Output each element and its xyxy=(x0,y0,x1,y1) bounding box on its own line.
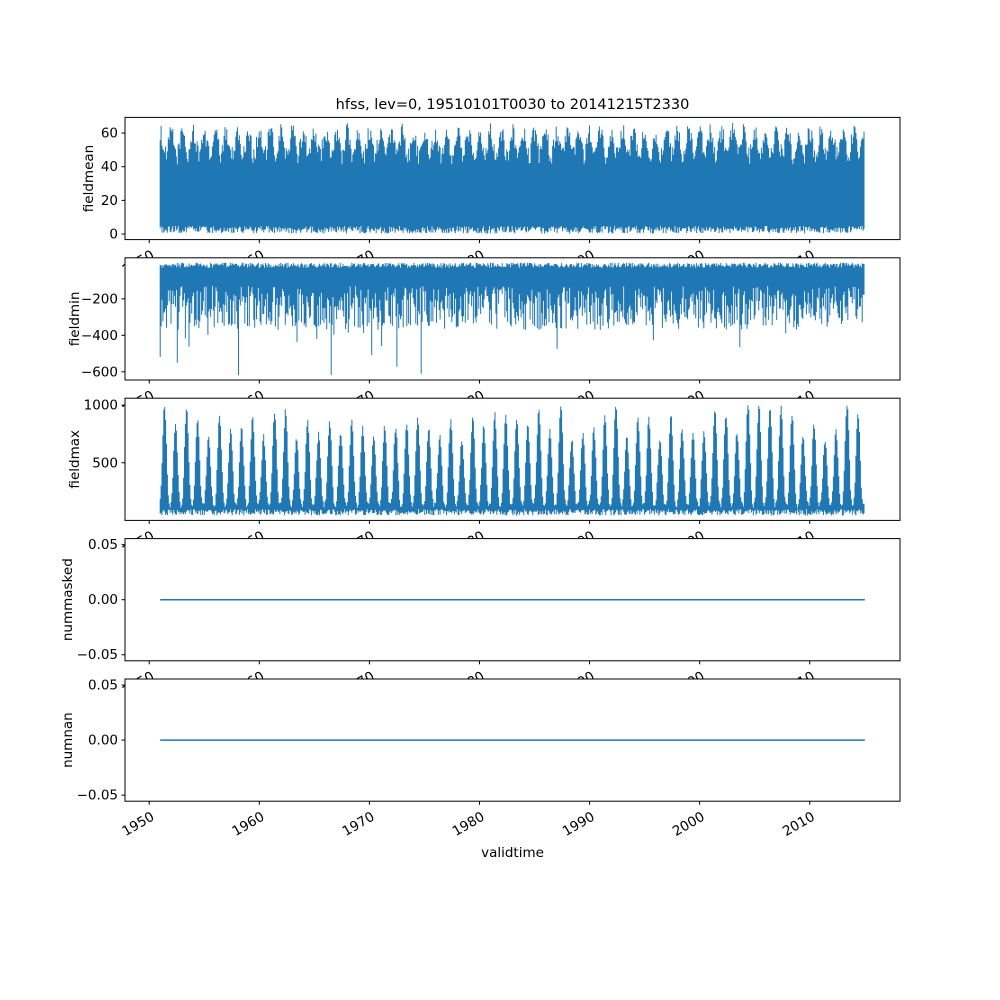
y-tick-label: 0.05 xyxy=(88,678,118,694)
y-tick-label: −0.05 xyxy=(77,647,118,663)
y-tick-label: 60 xyxy=(101,126,118,142)
series-fieldmin xyxy=(159,262,865,376)
y-tick-label: 0.05 xyxy=(88,537,118,553)
subplot-numnan: −0.05 0.00 0.05 1950 1960 1970 1980 1990 2000 201… xyxy=(60,678,901,840)
y-axis-label-nummasked: nummasked xyxy=(60,558,76,641)
y-tick-label: 500 xyxy=(92,455,118,471)
x-tick-label: 1980 xyxy=(450,809,488,840)
y-tick-label: 20 xyxy=(101,193,118,209)
series-fieldmean xyxy=(159,123,865,234)
subplot-fieldmean: 02040601950196019701980199020002010field… xyxy=(81,116,901,278)
x-axis-label: validtime xyxy=(481,845,544,861)
x-tick-label: 2010 xyxy=(780,809,818,840)
series-fieldmax xyxy=(159,405,865,516)
y-tick-label: −0.05 xyxy=(77,788,118,804)
axes-border xyxy=(124,116,901,241)
x-tick-label: 1960 xyxy=(230,809,268,840)
subplot-fieldmin: −200−400−6001950196019701980199020002010… xyxy=(67,257,901,419)
y-tick-label: −600 xyxy=(81,364,118,380)
x-tick-label: 1970 xyxy=(340,809,378,840)
y-tick-label: 0.00 xyxy=(88,733,118,749)
x-tick-label: 1990 xyxy=(560,809,598,840)
y-tick-label: −200 xyxy=(81,291,118,307)
subplot-nummasked: −0.050.000.05195019601970198019902000201… xyxy=(60,537,901,699)
y-tick-label: −400 xyxy=(81,328,118,344)
y-tick-label: 0.00 xyxy=(88,592,118,608)
y-tick-label: 0 xyxy=(109,227,118,243)
axes-border xyxy=(124,397,901,521)
subplot-fieldmax: 50010001950196019701980199020002010field… xyxy=(67,397,901,559)
axes-border xyxy=(124,257,901,381)
y-tick-label: 1000 xyxy=(84,398,118,414)
y-axis-label-fieldmean: fieldmean xyxy=(81,145,97,212)
y-axis-label-fieldmin: fieldmin xyxy=(67,292,83,347)
subplots-group: 0 20 40 60 1950 1960 1970 1980 1990 2000 2010 field… xyxy=(60,116,901,840)
x-tick-label: 1950 xyxy=(119,809,157,840)
y-axis-label-fieldmax: fieldmax xyxy=(67,430,83,489)
y-tick-label: 40 xyxy=(101,159,118,175)
figure-title: hfss, lev=0, 19510101T0030 to 20141215T2… xyxy=(336,97,690,113)
x-tick-label: 2000 xyxy=(670,809,708,840)
y-axis-label-numnan: numnan xyxy=(60,712,76,768)
